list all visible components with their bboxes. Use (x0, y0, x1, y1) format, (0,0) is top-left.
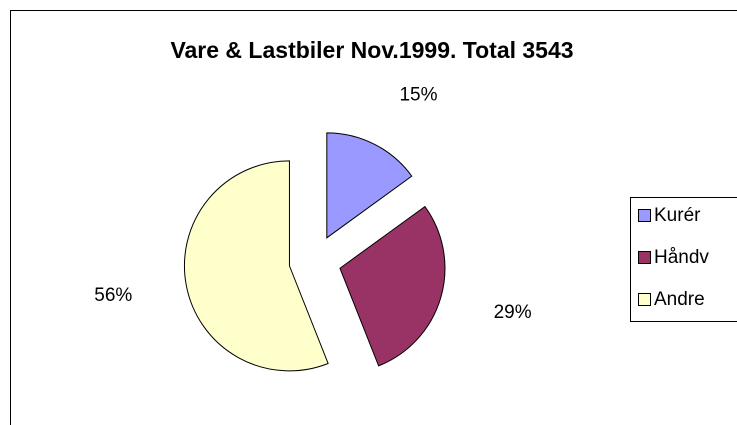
legend-swatch (638, 209, 651, 222)
pie-slice (326, 132, 413, 239)
chart-title: Vare & Lastbiler Nov.1999. Total 3543 (170, 37, 573, 63)
legend-swatch (638, 251, 651, 264)
chart-border (10, 10, 737, 425)
legend-swatch (638, 293, 651, 306)
legend-label: Andre (654, 289, 705, 310)
data-label: 15% (399, 84, 437, 105)
data-label: 29% (494, 302, 532, 323)
legend-label: Kurér (654, 205, 701, 226)
pie-slice (339, 205, 446, 367)
legend-label: Håndv (654, 247, 709, 268)
data-label: 56% (94, 285, 132, 306)
pie-slice (184, 160, 329, 372)
